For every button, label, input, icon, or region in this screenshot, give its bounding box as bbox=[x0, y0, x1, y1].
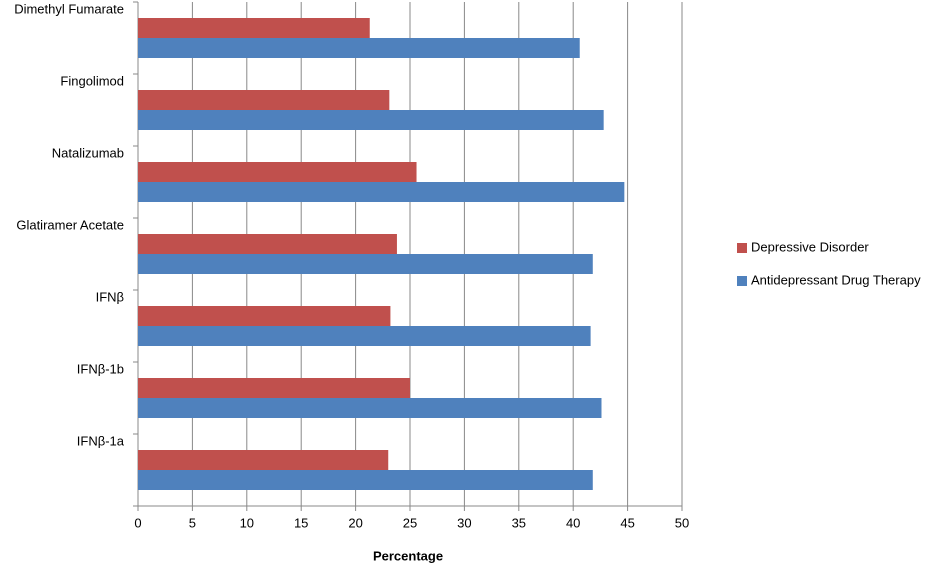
bar bbox=[138, 450, 389, 470]
y-tick-label: IFNβ-1b bbox=[77, 361, 124, 376]
x-tick-label: 45 bbox=[620, 515, 634, 530]
y-tick-label: IFNβ bbox=[96, 289, 124, 304]
x-axis-label: Percentage bbox=[373, 548, 443, 563]
x-tick-label: 0 bbox=[134, 515, 141, 530]
legend-label: Antidepressant Drug Therapy bbox=[751, 272, 921, 287]
bar bbox=[138, 378, 410, 398]
bar bbox=[138, 110, 604, 130]
x-tick-label: 35 bbox=[512, 515, 526, 530]
bar bbox=[138, 162, 417, 182]
bar bbox=[138, 470, 593, 490]
x-tick-label: 5 bbox=[189, 515, 196, 530]
bar bbox=[138, 182, 625, 202]
x-tick-label: 25 bbox=[403, 515, 417, 530]
legend-swatch bbox=[737, 276, 747, 286]
bar bbox=[138, 234, 397, 254]
y-tick-label: IFNβ-1a bbox=[77, 433, 125, 448]
y-tick-label: Dimethyl Fumarate bbox=[14, 1, 124, 16]
y-tick-label: Glatiramer Acetate bbox=[16, 217, 124, 232]
bar bbox=[138, 398, 602, 418]
legend-label: Depressive Disorder bbox=[751, 239, 869, 254]
x-tick-label: 40 bbox=[566, 515, 580, 530]
bar bbox=[138, 326, 591, 346]
bar bbox=[138, 38, 580, 58]
x-tick-label: 30 bbox=[457, 515, 471, 530]
bar bbox=[138, 254, 593, 274]
x-tick-label: 15 bbox=[294, 515, 308, 530]
x-tick-label: 10 bbox=[240, 515, 254, 530]
x-tick-label: 20 bbox=[348, 515, 362, 530]
x-tick-label: 50 bbox=[675, 515, 689, 530]
bar bbox=[138, 306, 391, 326]
bar bbox=[138, 18, 370, 38]
y-tick-label: Fingolimod bbox=[60, 73, 124, 88]
legend-swatch bbox=[737, 243, 747, 253]
bar bbox=[138, 90, 390, 110]
y-tick-label: Natalizumab bbox=[52, 145, 124, 160]
